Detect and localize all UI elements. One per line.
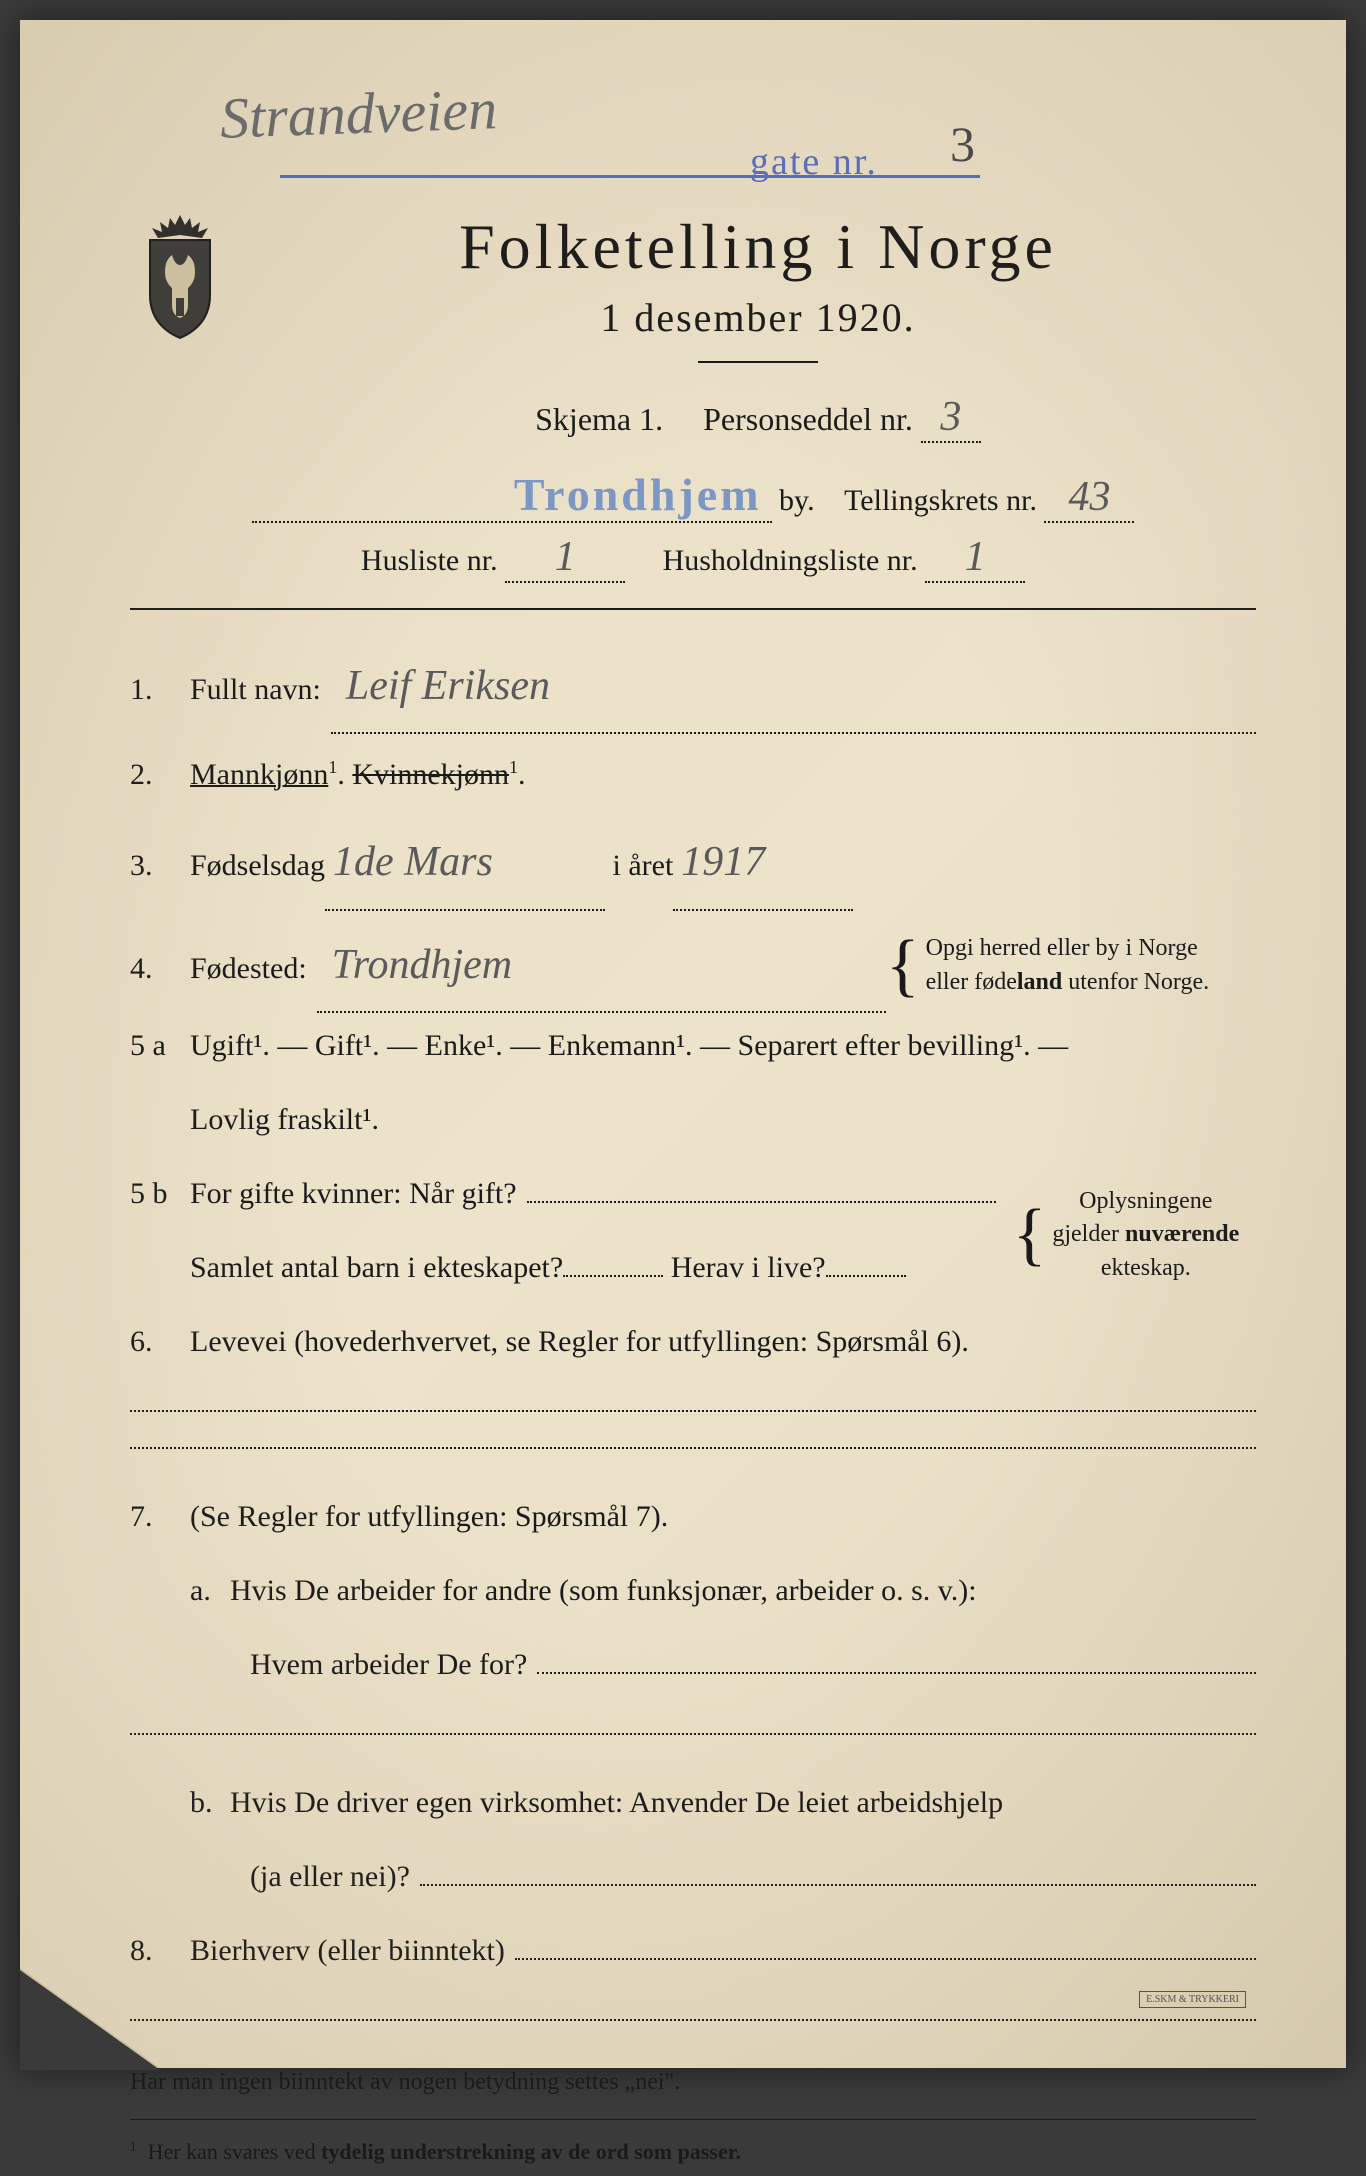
husliste-line: Husliste nr. 1 Husholdningsliste nr. 1 [130,533,1256,583]
q2-text: Mannkjønn1. Kvinnekjønn1. [190,742,525,808]
q6-row: 6. Levevei (hovederhvervet, se Regler fo… [130,1309,1256,1375]
q5b-note: { Oplysningene gjelder nuværende ekteska… [996,1185,1256,1286]
q7b-text1: Hvis De driver egen virksomhet: Anvender… [230,1770,1003,1836]
q5a-num: 5 a [130,1013,190,1079]
header: Folketelling i Norge 1 desember 1920. Sk… [130,210,1256,458]
main-title: Folketelling i Norge [260,210,1256,284]
q7b-label: b. [190,1770,230,1836]
q4-label: Fødested: [190,936,307,1002]
skjema-label: Skjema 1. [535,401,663,437]
dotted-line-2 [130,1447,1256,1449]
q8-row: 8. Bierhverv (eller biinntekt) [130,1918,1256,1984]
q5b-note3: ekteskap. [1101,1255,1191,1281]
q5a-text2: Lovlig fraskilt¹. [190,1087,379,1153]
q5b-line2b: Herav i live? [671,1235,826,1301]
q1-row: 1. Fullt navn: Leif Eriksen [130,640,1256,734]
q3-year-label: i året [613,833,674,899]
footnote-num: 1 [130,2139,137,2154]
q5a-row2: Lovlig fraskilt¹. [130,1087,1256,1153]
form-body: 1. Fullt navn: Leif Eriksen 2. Mannkjønn… [130,640,1256,2176]
q7b-row1: b. Hvis De driver egen virksomhet: Anven… [130,1770,1256,1836]
main-divider [130,608,1256,610]
footer-note: Har man ingen biinntekt av nogen betydni… [130,2056,1256,2109]
title-divider [698,361,818,363]
q3-day: 1de Mars [325,816,605,910]
q7a-label: a. [190,1558,230,1624]
q4-note1: Opgi herred eller by i Norge [926,935,1198,961]
footnote: 1 Her kan svares ved tydelig understrekn… [130,2119,1256,2176]
tellingskrets-label: Tellingskrets nr. [844,484,1037,517]
q8-fill [515,1930,1256,1960]
husliste-nr: 1 [505,533,625,583]
q7a-text1: Hvis De arbeider for andre (som funksjon… [230,1558,977,1624]
blue-underline [280,175,980,178]
husliste-label: Husliste nr. [361,544,498,577]
q5b-fill2 [563,1275,663,1277]
q2-mann: Mannkjønn [190,758,328,791]
q5b-fill3 [826,1275,906,1277]
corner-fold [20,1968,160,2068]
coat-of-arms-icon [130,210,230,340]
q1-value: Leif Eriksen [331,640,1256,734]
q5b-fill1 [527,1173,996,1203]
q7b-fill [420,1856,1256,1886]
husholdning-nr: 1 [925,533,1025,583]
q5b-row: 5 b For gifte kvinner: Når gift? Samlet … [130,1161,1256,1309]
handwritten-street: Strandveien [219,75,498,152]
q7a-text2: Hvem arbeider De for? [250,1632,527,1698]
dotted-line-1 [130,1410,1256,1412]
tellingskrets-nr: 43 [1044,473,1134,523]
q4-note2: eller fødeland utenfor Norge. [926,969,1210,995]
city-stamp: Trondhjem [514,469,762,520]
q3-row: 3. Fødselsdag 1de Mars i året 1917 [130,816,1256,910]
husholdning-label: Husholdningsliste nr. [663,544,918,577]
q7-intro: (Se Regler for utfyllingen: Spørsmål 7). [190,1484,668,1550]
dotted-line-4 [130,2019,1256,2021]
footnote-text: Her kan svares ved tydelig understreknin… [148,2139,741,2164]
form-meta-line1: Skjema 1. Personseddel nr. 3 [260,393,1256,443]
q2-kvinne: Kvinnekjønn [352,758,509,791]
q5b-line1a: For gifte kvinner: Når gift? [190,1161,517,1227]
q6-num: 6. [130,1309,190,1375]
q4-row: 4. Fødested: Trondhjem { Opgi herred ell… [130,919,1256,1013]
q5a-row: 5 a Ugift¹. — Gift¹. — Enke¹. — Enkemann… [130,1013,1256,1079]
q5b-note1: Oplysningene [1079,1188,1212,1214]
stamp-gate-number: 3 [950,115,975,173]
q2-row: 2. Mannkjønn1. Kvinnekjønn1. [130,742,1256,808]
dotted-line-3 [130,1733,1256,1735]
q6-text: Levevei (hovederhvervet, se Regler for u… [190,1309,969,1375]
q5b-note2: gjelder nuværende [1052,1221,1239,1247]
q7b-row2: (ja eller nei)? [130,1844,1256,1910]
q4-value: Trondhjem [317,919,886,1013]
by-label: by. [779,484,815,517]
q5b-line2a: Samlet antal barn i ekteskapet? [190,1235,563,1301]
q4-note: { Opgi herred eller by i Norge eller fød… [886,932,1256,999]
subtitle: 1 desember 1920. [260,294,1256,341]
q7-row: 7. (Se Regler for utfyllingen: Spørsmål … [130,1484,1256,1550]
personseddel-nr: 3 [921,393,981,443]
q1-label: Fullt navn: [190,657,321,723]
q4-num: 4. [130,936,190,1002]
q2-num: 2. [130,742,190,808]
q7a-fill [537,1644,1256,1674]
q3-label: Fødselsdag [190,833,325,899]
q8-label: Bierhverv (eller biinntekt) [190,1918,505,1984]
q5a-text: Ugift¹. — Gift¹. — Enke¹. — Enkemann¹. —… [190,1013,1068,1079]
city-line: Trondhjem by. Tellingskrets nr. 43 [130,468,1256,523]
printer-mark: E.SKM & TRYKKERI [1139,1991,1246,2008]
q7a-row1: a. Hvis De arbeider for andre (som funks… [130,1558,1256,1624]
census-form-page: Strandveien gate nr. 3 Folketelling i No… [20,20,1346,2068]
q7-num: 7. [130,1484,190,1550]
q7a-row2: Hvem arbeider De for? [130,1632,1256,1698]
personseddel-label: Personseddel nr. [703,401,913,437]
q3-year: 1917 [673,816,853,910]
q3-num: 3. [130,833,190,899]
q7b-text2: (ja eller nei)? [250,1844,410,1910]
q5b-num: 5 b [130,1161,190,1227]
q1-num: 1. [130,657,190,723]
